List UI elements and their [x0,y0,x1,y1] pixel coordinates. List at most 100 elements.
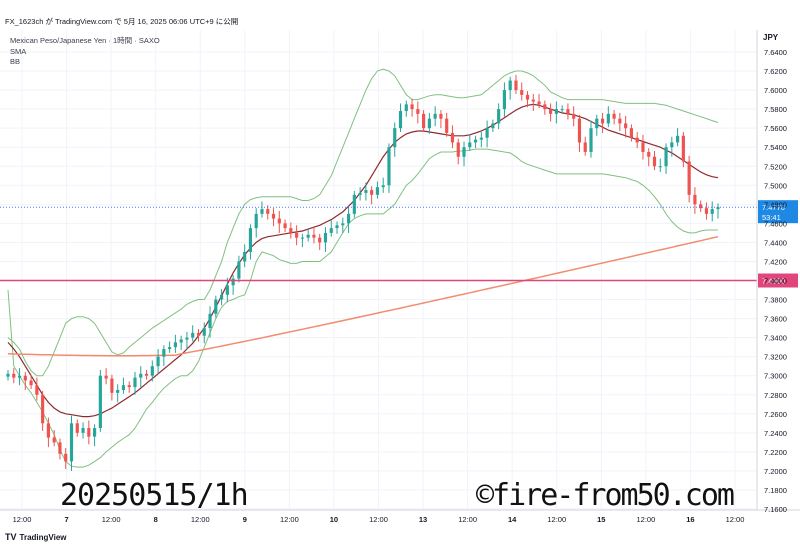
time-tick-label: 16 [686,515,694,524]
time-tick-label: 10 [330,515,338,524]
candle-body [422,113,426,129]
time-tick-label: 7 [64,515,68,524]
time-tick-label: 9 [243,515,247,524]
bb-lower-band [7,148,718,468]
candle-body [179,339,183,343]
candle-body [704,208,709,214]
time-tick-label: 12:00 [102,515,121,524]
candle-body [127,385,131,388]
tradingview-logo[interactable]: TV TradingView [5,532,67,542]
time-tick-label: 12:00 [547,515,566,524]
candle-body [716,207,720,210]
candle-body [647,151,651,157]
candle-body [29,380,33,386]
candle-body [191,332,195,338]
last-price-badge [758,200,798,224]
price-tick-label: 7.3600 [764,315,787,324]
price-tick-label: 7.6400 [764,48,787,57]
candle-body [98,375,102,429]
candle-body [352,194,356,214]
price-tick-label: 7.4200 [764,257,787,266]
time-tick-label: 13 [419,515,427,524]
candle-body [589,128,593,152]
candle-body [133,377,137,388]
publication-header: FX_1623ch が TradingView.com で 5月 16, 202… [5,17,239,26]
symbol-legend[interactable]: Mexican Peso/Japanese Yen · 1時間 · SAXO [10,36,160,45]
candle-body [17,375,22,378]
candle-body [543,104,547,110]
price-tick-label: 7.4800 [764,200,787,209]
candle-body [497,109,501,124]
time-tick-label: 12:00 [280,515,299,524]
candle-body [502,90,507,110]
time-axis[interactable]: 12:00 7 12:00 8 12:00 9 12:00 10 12:00 13 12:00 14 1… [13,515,745,524]
candle-body [664,147,668,167]
tradingview-icon: TV [5,532,17,542]
price-tick-label: 7.6000 [764,86,787,95]
candle-body [243,251,247,262]
candle-body [566,109,570,114]
candle-body [64,453,68,462]
candle-body [681,135,685,162]
candle-body [393,128,397,148]
countdown-text: 53:41 [762,213,781,222]
bb-upper-band [7,68,719,377]
candle-body [271,213,276,219]
candle-body [514,80,518,91]
candle-body [450,132,455,143]
candle-body [554,109,558,114]
time-tick-label: 12:00 [636,515,655,524]
candle-body [23,375,27,381]
time-tick-label: 12:00 [726,515,745,524]
price-tick-label: 7.3000 [764,372,787,381]
candle-body [81,428,85,433]
candle-body [254,213,258,229]
candle-body [624,123,628,129]
time-tick-label: 15 [597,515,605,524]
candle-body [173,342,177,348]
candle-body [618,118,622,124]
candle-body [710,209,714,214]
candle-body [381,185,385,188]
price-tick-label: 7.4600 [764,219,787,228]
candle-body [144,373,149,376]
candle-body [629,128,634,138]
chart-legend: Mexican Peso/Japanese Yen · 1時間 · SAXO S… [10,36,160,68]
time-tick-label: 8 [154,515,158,524]
time-tick-label: 12:00 [458,515,477,524]
candle-body [549,109,553,114]
level-price-badge [758,273,798,288]
price-axis[interactable]: 7.6400 7.6200 7.6000 7.5800 7.5600 7.5400 7.52… [764,48,787,514]
candle-body [300,237,304,239]
price-tick-label: 7.5200 [764,162,787,171]
price-tick-label: 7.6200 [764,67,787,76]
candle-body [635,137,639,143]
candle-body [41,394,45,424]
candle-body [121,385,126,390]
candle-body [508,80,512,91]
candle-body [306,234,310,238]
sma-legend[interactable]: SMA [10,46,27,56]
candle-body [87,428,91,437]
currency-label: JPY [763,33,779,42]
candle-body [196,332,201,336]
price-tick-label: 7.5600 [764,124,787,133]
bb-legend[interactable]: BB [10,57,21,66]
candle-body [468,142,472,148]
time-tick-label: 12:00 [191,515,210,524]
candle-body [439,113,443,119]
tradingview-logo-text: TradingView [19,532,67,542]
bb-basis-line [7,103,719,418]
candle-body [370,190,374,195]
candle-body [202,328,206,336]
time-tick-label: 14 [508,515,517,524]
price-tick-label: 7.5400 [764,143,787,152]
candle-body [283,223,287,229]
price-tick-label: 7.5000 [764,181,787,190]
time-tick-label: 12:00 [13,515,32,524]
candle-body [12,373,16,378]
candle-body [116,389,120,393]
candle-body [92,428,97,437]
candle-body [248,228,253,252]
